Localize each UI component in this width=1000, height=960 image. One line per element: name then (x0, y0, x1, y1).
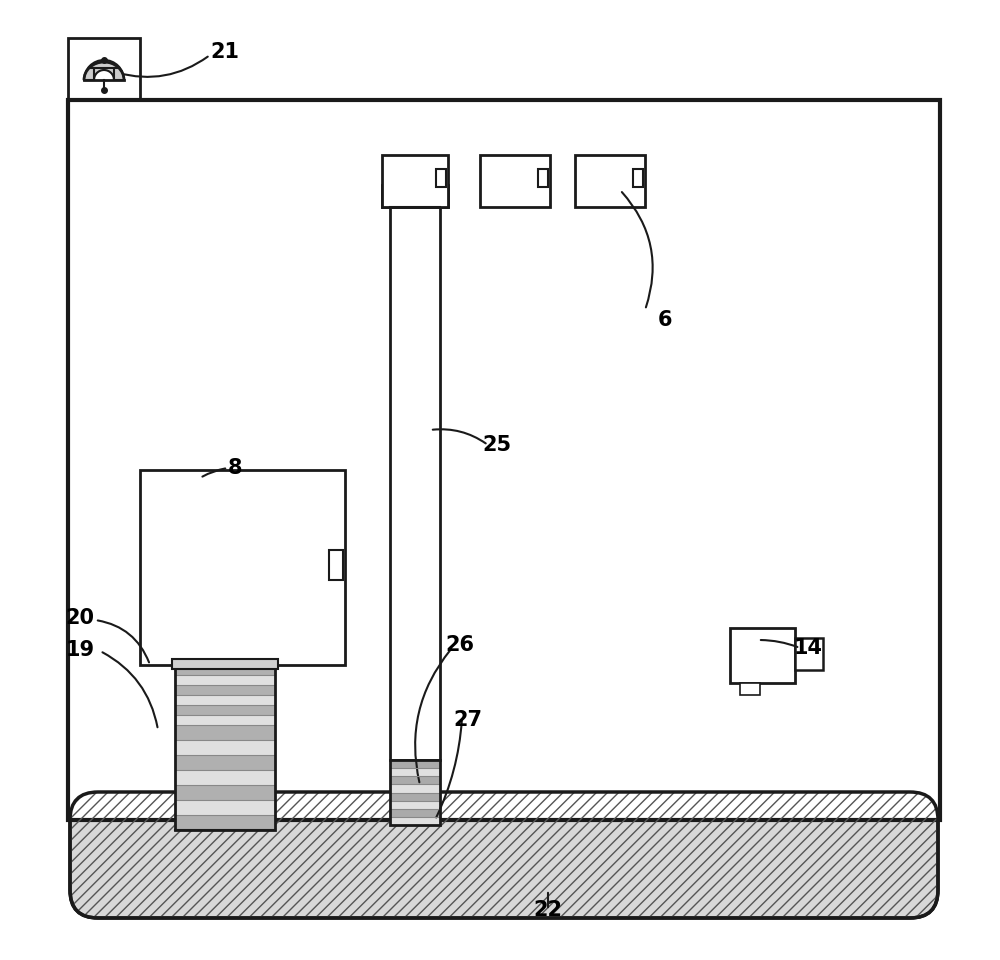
Bar (480, 155, 550, 207)
Bar (538, 169, 548, 187)
Wedge shape (84, 60, 124, 80)
Bar (390, 793, 440, 801)
Bar (390, 784, 440, 793)
Bar (175, 770, 275, 785)
Bar (390, 801, 440, 808)
Text: 27: 27 (454, 710, 482, 730)
Bar (633, 169, 643, 187)
Bar (436, 169, 446, 187)
Bar (68, 100, 940, 820)
Text: 21: 21 (210, 42, 240, 62)
Bar (390, 768, 440, 777)
Bar (575, 155, 645, 207)
Bar (175, 675, 275, 685)
Text: 8: 8 (228, 458, 242, 478)
Text: 22: 22 (534, 900, 562, 920)
Bar (140, 470, 345, 665)
Text: 14: 14 (794, 638, 822, 658)
Bar (390, 817, 440, 825)
Text: 19: 19 (65, 640, 95, 660)
Bar (390, 808, 440, 817)
Bar (329, 550, 343, 580)
Bar (175, 705, 275, 715)
Bar (390, 760, 440, 768)
Text: 20: 20 (66, 608, 94, 628)
Bar (172, 659, 278, 669)
Bar (730, 628, 795, 683)
Bar (175, 785, 275, 800)
Bar (175, 665, 275, 675)
Bar (390, 777, 440, 784)
Bar (175, 725, 275, 740)
Bar (390, 760, 440, 825)
Bar (175, 665, 275, 830)
FancyBboxPatch shape (70, 792, 938, 918)
Bar (68, 38, 140, 106)
Bar (382, 185, 448, 207)
Bar (740, 683, 760, 695)
Bar (175, 685, 275, 695)
Text: 25: 25 (482, 435, 512, 455)
Bar (175, 740, 275, 755)
Text: 6: 6 (658, 310, 672, 330)
Bar (795, 638, 823, 670)
Text: 26: 26 (446, 635, 475, 655)
Bar (175, 695, 275, 705)
Bar (175, 715, 275, 725)
Bar (175, 800, 275, 815)
Bar (175, 815, 275, 830)
Bar (390, 195, 440, 760)
Bar (382, 155, 448, 207)
Bar (175, 755, 275, 770)
